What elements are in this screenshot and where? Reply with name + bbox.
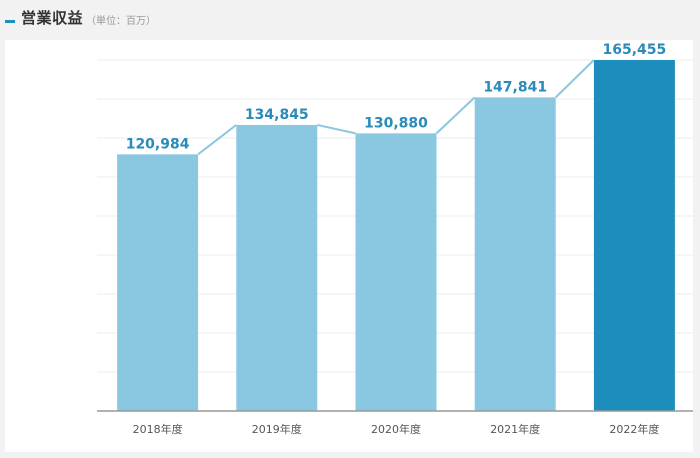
bar (236, 124, 318, 411)
header-accent-bar (5, 19, 15, 23)
x-tick-label: 2020年度 (371, 422, 421, 436)
chart-title: 営業収益 (21, 8, 84, 27)
unit-note: （単位：百万） (86, 15, 157, 27)
connector-line (197, 124, 237, 156)
bar (474, 97, 556, 412)
data-label: 165,455 (603, 42, 667, 58)
data-label: 134,845 (245, 107, 309, 123)
connector-line (435, 96, 476, 135)
x-tick-label: 2022年度 (609, 422, 659, 436)
bar (117, 154, 199, 411)
connector-line (555, 59, 595, 99)
data-label: 130,880 (364, 115, 428, 131)
x-tick-label: 2019年度 (252, 422, 302, 436)
data-label: 147,841 (483, 79, 547, 95)
data-label: 120,984 (126, 136, 190, 152)
bar (593, 60, 675, 411)
connector-line (317, 123, 356, 135)
bar (355, 133, 437, 411)
chart-header: 営業収益 （単位：百万） (0, 0, 700, 34)
x-tick-label: 2018年度 (133, 422, 183, 436)
x-tick-label: 2021年度 (490, 422, 540, 436)
